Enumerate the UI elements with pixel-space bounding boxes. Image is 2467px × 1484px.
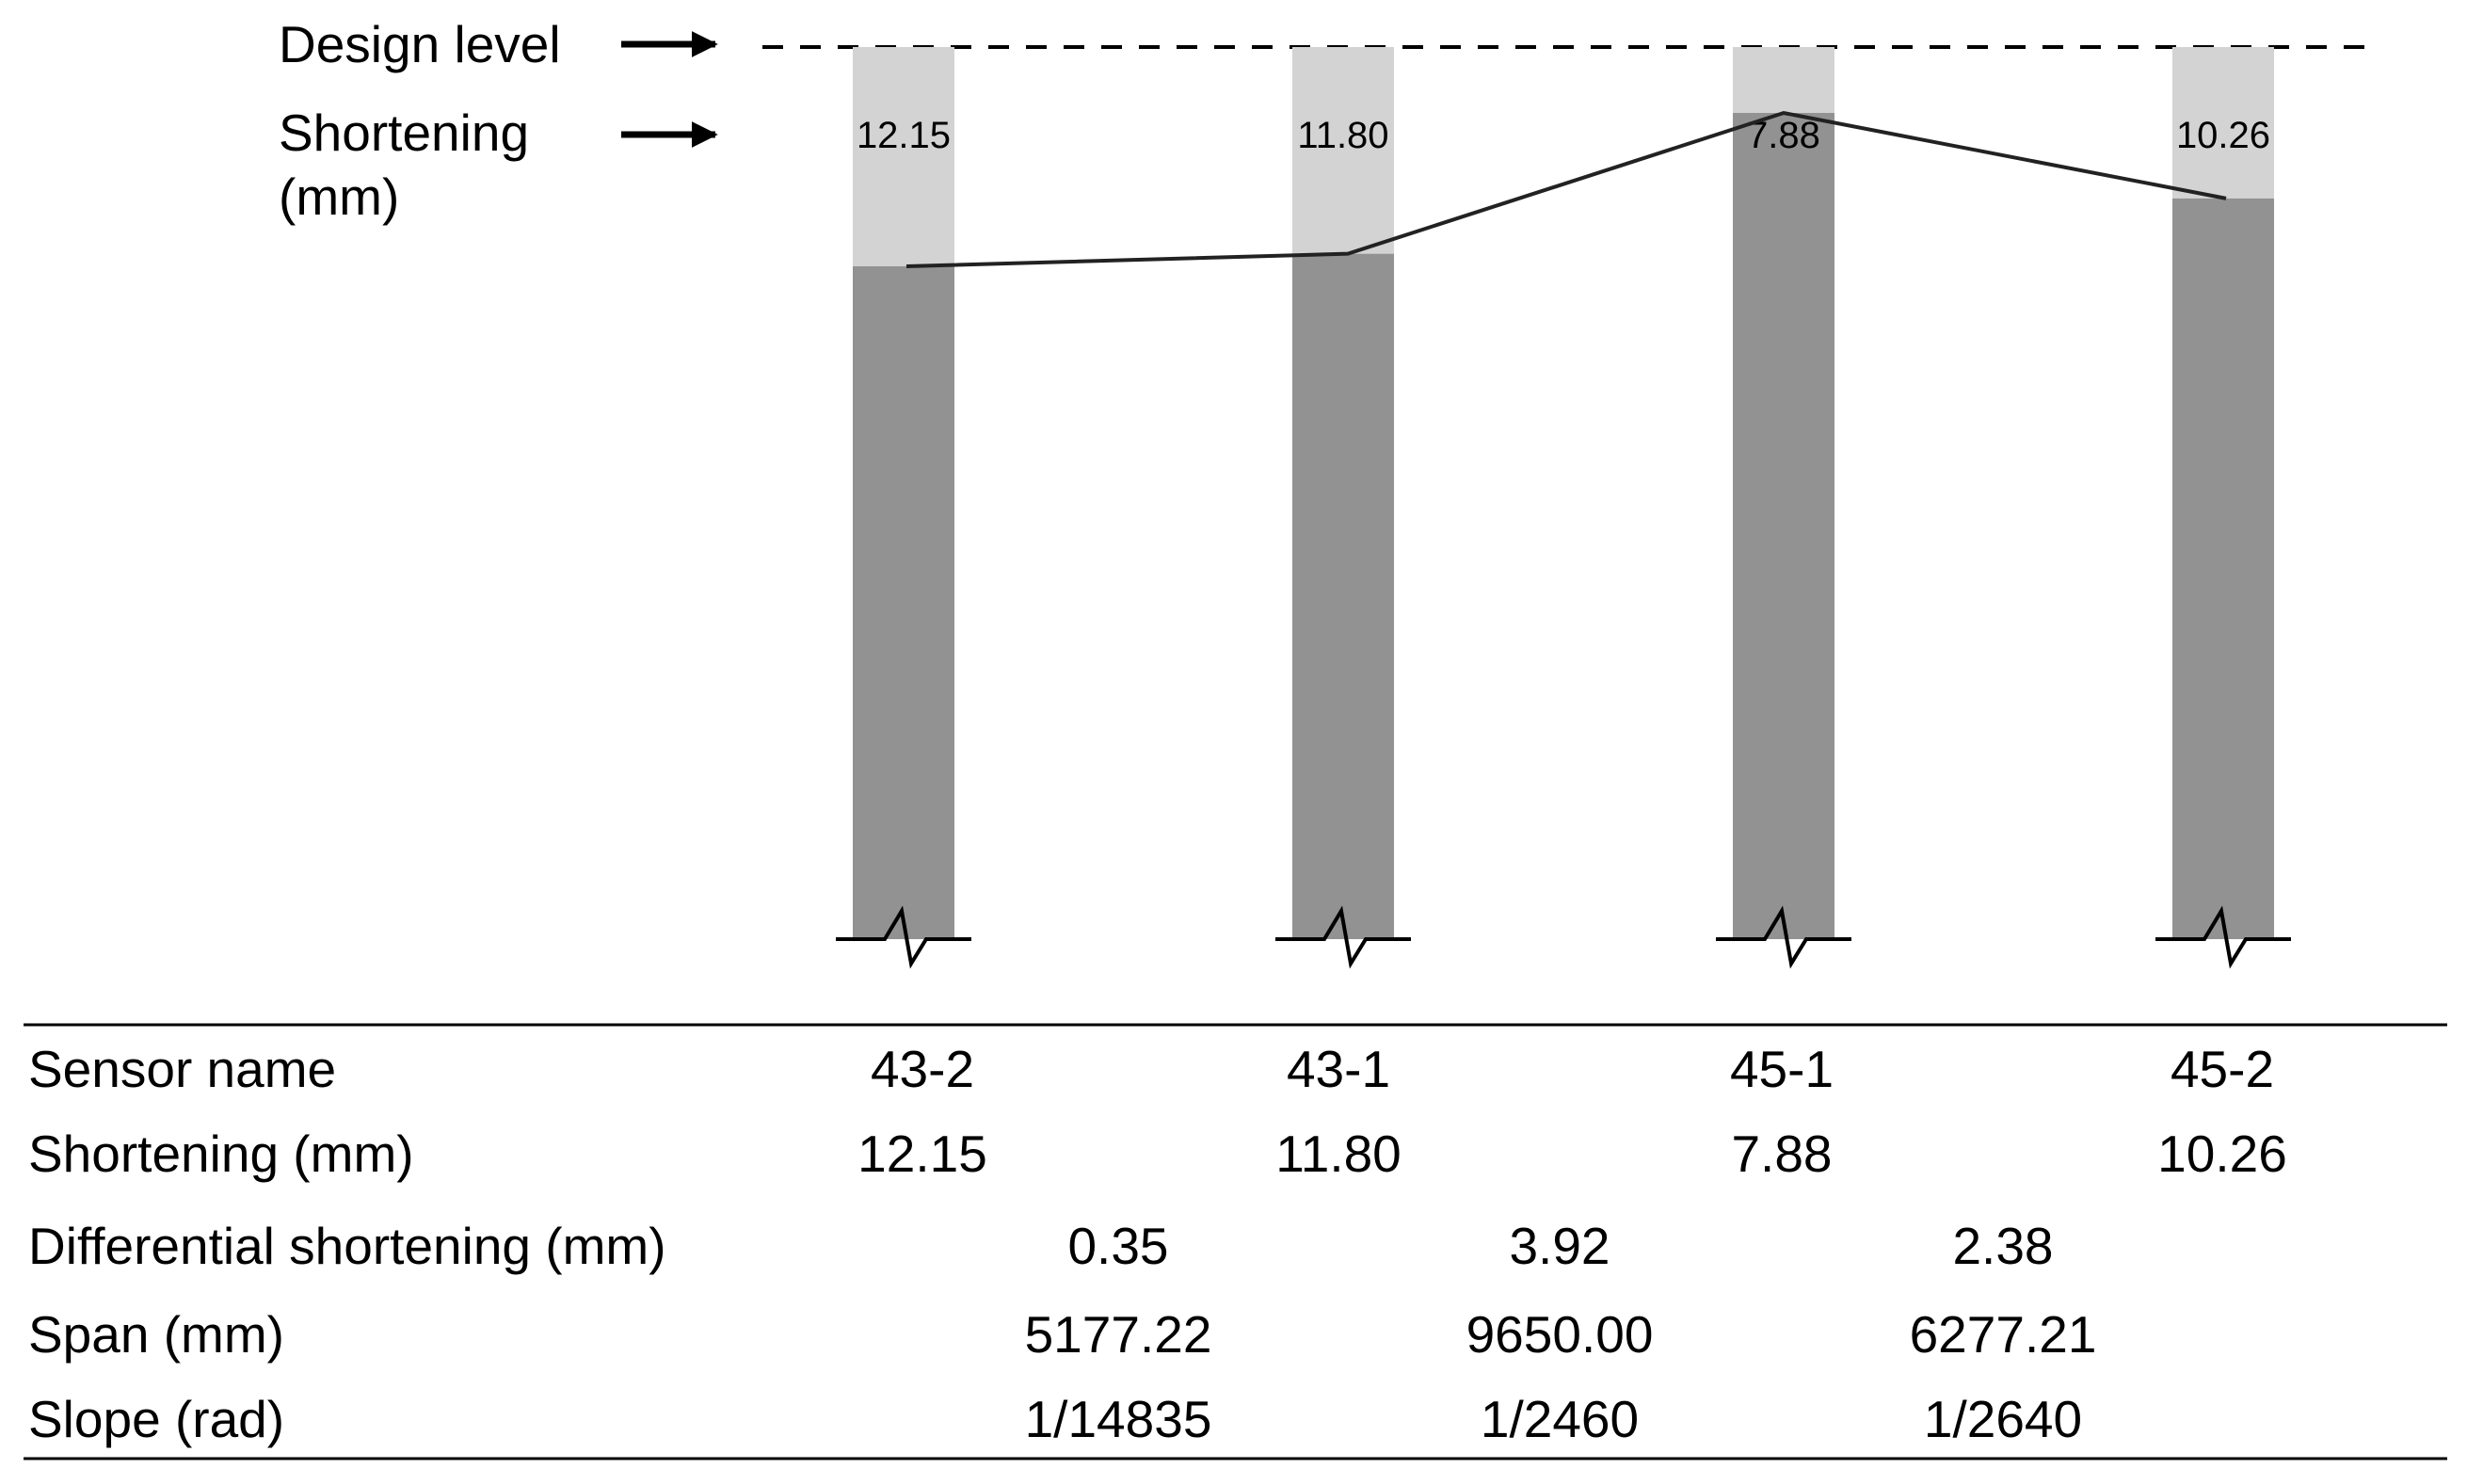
table-cell: 45-1 [1730, 1040, 1834, 1098]
table-cell: 0.35 [1067, 1217, 1168, 1275]
shortening-segment-bar [1733, 47, 1834, 113]
shortening-segment-bar [2172, 47, 2274, 199]
column-43-1: 11.80 [1275, 47, 1411, 969]
table-cell: 1/2460 [1481, 1390, 1639, 1448]
columns-group: 12.15 11.80 7.88 10.26 [836, 47, 2291, 969]
break-symbol-icon [2155, 905, 2291, 969]
column-43-2: 12.15 [836, 47, 971, 969]
table-cell: 6277.21 [1910, 1305, 2097, 1364]
table-cell: 45-2 [2171, 1040, 2274, 1098]
table-cell: 3.92 [1509, 1217, 1610, 1275]
bar-value-label: 10.26 [2176, 115, 2270, 156]
table-row: Differential shortening (mm) 0.35 3.92 2.38 [28, 1217, 2054, 1275]
break-symbol-icon [1275, 905, 1411, 969]
column-body-bar [1733, 113, 1834, 939]
row-label: Span (mm) [28, 1305, 284, 1364]
column-body-bar [853, 266, 954, 939]
data-table: Sensor name 43-2 43-1 45-1 45-2 Shortening (m… [28, 1040, 2287, 1448]
table-cell: 11.80 [1275, 1125, 1402, 1183]
legend-shortening-unit: (mm) [279, 168, 399, 226]
table-cell: 43-2 [871, 1040, 974, 1098]
table-row: Shortening (mm) 12.15 11.80 7.88 10.26 [28, 1125, 2287, 1183]
table-row: Sensor name 43-2 43-1 45-1 45-2 [28, 1040, 2274, 1098]
row-label: Differential shortening (mm) [28, 1217, 666, 1275]
bar-value-label: 11.80 [1297, 115, 1388, 156]
table-cell: 1/2640 [1924, 1390, 2082, 1448]
break-symbol-icon [1716, 905, 1851, 969]
table-cell: 9650.00 [1466, 1305, 1654, 1364]
table-cell: 43-1 [1287, 1040, 1390, 1098]
table-cell: 1/14835 [1025, 1390, 1212, 1448]
table-row: Span (mm) 5177.22 9650.00 6277.21 [28, 1305, 2096, 1364]
break-symbol-icon [836, 905, 971, 969]
table-cell: 2.38 [1952, 1217, 2053, 1275]
column-body-bar [2172, 198, 2274, 939]
table-cell: 12.15 [857, 1125, 987, 1183]
shortening-segment-bar [1292, 47, 1394, 254]
row-label: Sensor name [28, 1040, 336, 1098]
table-cell: 7.88 [1731, 1125, 1832, 1183]
column-body-bar [1292, 253, 1394, 939]
bar-value-label: 12.15 [857, 115, 951, 156]
table-cell: 10.26 [2157, 1125, 2287, 1183]
shortening-profile-line [905, 110, 2227, 268]
row-label: Shortening (mm) [28, 1125, 414, 1183]
column-45-1: 7.88 [1716, 47, 1851, 969]
column-45-2: 10.26 [2155, 47, 2291, 969]
legend-shortening-label: Shortening [279, 104, 529, 162]
table-row: Slope (rad) 1/14835 1/2460 1/2640 [28, 1390, 2082, 1448]
table-cell: 5177.22 [1025, 1305, 1212, 1364]
legend-design-level-label: Design level [279, 15, 561, 73]
shortening-segment-bar [853, 47, 954, 266]
row-label: Slope (rad) [28, 1390, 284, 1448]
